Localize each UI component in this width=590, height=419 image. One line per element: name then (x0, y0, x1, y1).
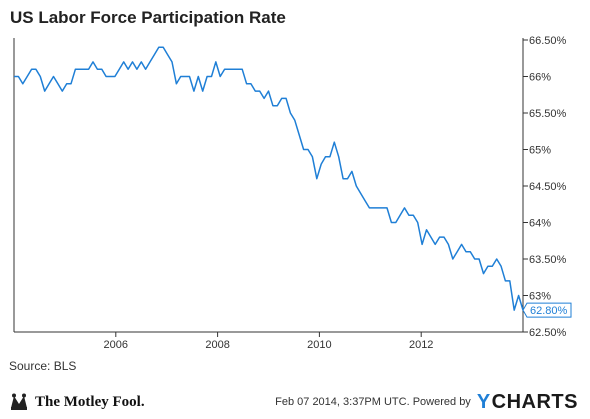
x-tick-label: 2006 (104, 339, 128, 351)
y-tick-label: 66% (529, 72, 551, 84)
chart-ticks: 62.50% 63% 63.50% 64% 64.50% 65% 65.50% 66% 66.5… (104, 35, 567, 351)
y-tick-label: 63.50% (529, 254, 567, 266)
y-tick-label: 64.50% (529, 181, 567, 193)
x-tick-label: 2012 (409, 339, 433, 351)
series-line (14, 46, 524, 311)
last-value-label-group: 62.80% (522, 302, 572, 318)
x-tick-label: 2010 (307, 339, 331, 351)
y-tick-label: 64% (529, 218, 551, 230)
ycharts-wordmark: CHARTS (491, 390, 578, 413)
y-tick-label: 63% (529, 291, 551, 303)
motley-fool-brand-text: The Motley Fool. (35, 393, 145, 410)
chart-axes (13, 38, 524, 333)
y-tick-label: 66.50% (529, 35, 567, 47)
last-value-label: 62.80% (530, 305, 568, 317)
chart-title: US Labor Force Participation Rate (10, 8, 286, 27)
y-tick-label: 65% (529, 145, 551, 157)
x-tick-label: 2008 (205, 339, 229, 351)
chart-series (14, 46, 524, 311)
ycharts-y-mark: Y (476, 390, 491, 413)
last-value-label-box (522, 302, 572, 318)
timestamp-text: Feb 07 2014, 3:37PM UTC. (275, 396, 410, 408)
ycharts-logo[interactable]: Y CHARTS (477, 391, 578, 414)
source-text: Source: BLS (9, 359, 77, 373)
y-tick-label: 65.50% (529, 108, 567, 120)
footer-credits: Feb 07 2014, 3:37PM UTC. Powered by Y CHA… (275, 391, 578, 413)
jester-hat-icon (11, 393, 27, 410)
y-tick-label: 62.50% (529, 327, 567, 339)
powered-by-text: Powered by (412, 396, 471, 408)
motley-fool-logo: The Motley Fool. (9, 391, 145, 413)
